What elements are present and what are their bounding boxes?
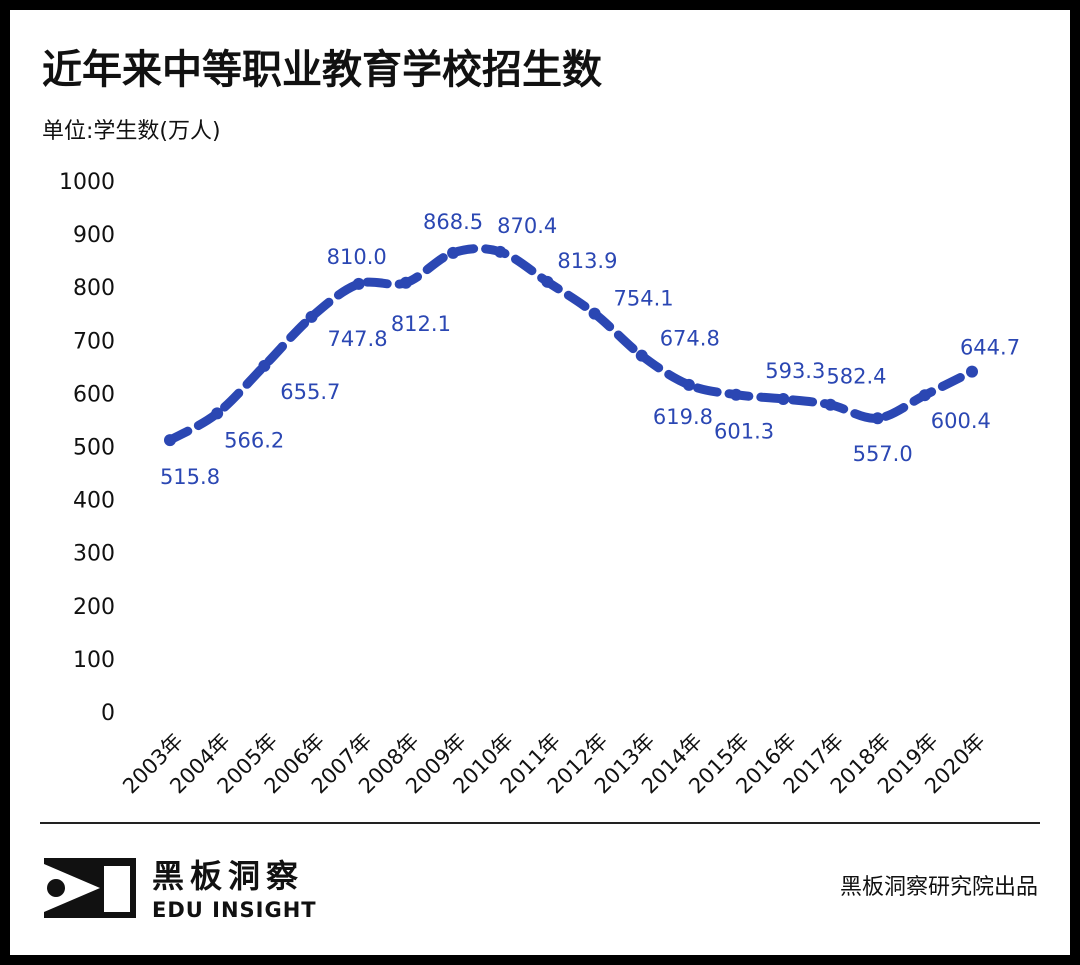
chart-title: 近年来中等职业教育学校招生数 xyxy=(42,47,602,93)
point xyxy=(541,275,554,288)
data-label: 619.8 xyxy=(653,405,713,429)
data-label: 515.8 xyxy=(160,465,220,489)
data-label: 674.8 xyxy=(660,327,720,351)
y-tick-label: 800 xyxy=(73,276,115,301)
y-tick-label: 1000 xyxy=(59,170,115,195)
point xyxy=(824,398,837,411)
data-label: 582.4 xyxy=(826,365,886,389)
logo-shape xyxy=(47,879,65,897)
point xyxy=(777,392,790,405)
data-label: 557.0 xyxy=(853,442,913,466)
data-label: 655.7 xyxy=(280,380,340,404)
point xyxy=(730,388,743,401)
logo-subtitle: EDU INSIGHT xyxy=(152,898,317,922)
y-tick-label: 600 xyxy=(73,382,115,407)
data-label: 754.1 xyxy=(614,287,674,311)
point xyxy=(164,434,176,447)
y-tick-label: 100 xyxy=(73,648,115,673)
data-label: 812.1 xyxy=(391,312,451,336)
point xyxy=(305,310,318,323)
data-label: 870.4 xyxy=(497,214,557,238)
source: 黑板洞察研究院出品 xyxy=(840,875,1038,900)
logo-shape xyxy=(104,866,130,912)
point xyxy=(918,389,931,402)
y-tick-label: 900 xyxy=(73,223,115,248)
y-tick-label: 500 xyxy=(73,436,115,461)
point xyxy=(211,407,224,420)
point xyxy=(258,359,271,372)
point xyxy=(399,276,412,289)
y-tick-label: 300 xyxy=(73,542,115,567)
y-tick-label: 700 xyxy=(73,329,115,354)
data-label: 810.0 xyxy=(327,245,387,269)
data-label: 644.7 xyxy=(960,336,1020,360)
logo: 黑板洞察 EDU INSIGHT xyxy=(44,857,317,922)
data-label: 813.9 xyxy=(557,249,617,273)
data-label: 601.3 xyxy=(714,420,774,444)
y-tick-label: 200 xyxy=(73,595,115,620)
background xyxy=(10,10,1070,955)
point xyxy=(352,277,365,290)
point xyxy=(966,365,978,378)
logo-shape xyxy=(44,864,100,912)
point xyxy=(635,349,648,362)
data-label: 566.2 xyxy=(224,428,284,452)
chart-subtitle: 单位:学生数(万人) xyxy=(42,119,221,144)
y-tick-label: 0 xyxy=(101,701,115,726)
data-label: 868.5 xyxy=(423,210,483,234)
data-label: 593.3 xyxy=(765,359,825,383)
data-label: 747.8 xyxy=(327,327,387,351)
point xyxy=(682,378,695,391)
y-tick-label: 400 xyxy=(73,489,115,514)
point xyxy=(447,246,460,259)
logo-name: 黑板洞察 xyxy=(152,857,304,895)
point xyxy=(494,245,507,258)
point xyxy=(588,307,601,320)
data-label: 600.4 xyxy=(931,409,991,433)
point xyxy=(871,412,884,425)
